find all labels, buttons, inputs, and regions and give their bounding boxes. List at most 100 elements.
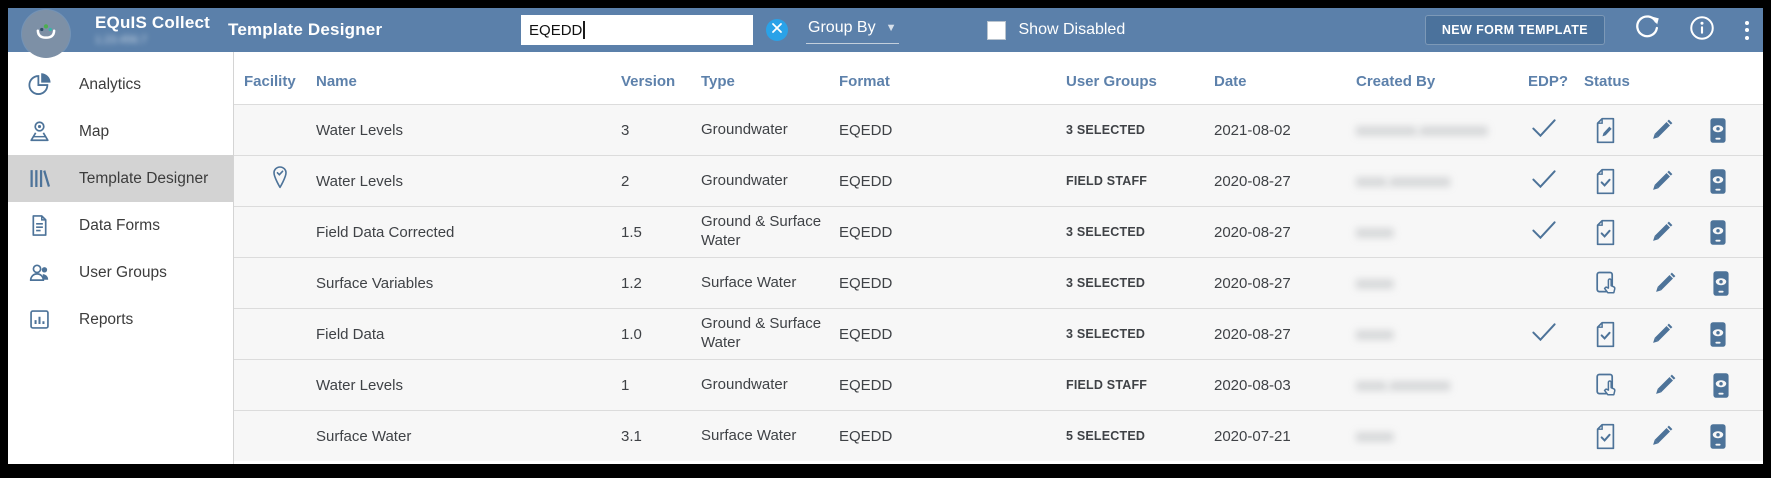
- table-row[interactable]: Water Levels 2 Groundwater EQEDD FIELD S…: [234, 155, 1763, 206]
- device-preview-icon[interactable]: [1704, 319, 1732, 350]
- edit-pencil-icon[interactable]: [1646, 217, 1677, 248]
- edit-pencil-icon[interactable]: [1646, 421, 1677, 452]
- tablet-touch-icon[interactable]: [1592, 370, 1622, 401]
- sidebar-item-label: Analytics: [79, 75, 142, 93]
- clear-search-button[interactable]: [766, 19, 789, 41]
- sidebar-item-label: Reports: [79, 310, 134, 328]
- document-edit-icon[interactable]: [1592, 115, 1619, 146]
- new-form-template-button[interactable]: NEW FORM TEMPLATE: [1424, 15, 1605, 45]
- device-preview-icon[interactable]: [1707, 268, 1735, 299]
- created-by-redacted: xxxx.xxxxxxxx: [1356, 172, 1451, 190]
- info-icon: [1687, 13, 1717, 48]
- table-row[interactable]: Surface Water 3.1 Surface Water EQEDD 5 …: [234, 410, 1763, 461]
- table-row[interactable]: Surface Variables 1.2 Surface Water EQED…: [234, 257, 1763, 308]
- device-preview-icon[interactable]: [1704, 115, 1732, 146]
- document-check-icon[interactable]: [1592, 421, 1619, 452]
- template-format: EQEDD: [839, 172, 893, 190]
- user-groups-value: 3 SELECTED: [1066, 123, 1146, 137]
- table-body: Water Levels 3 Groundwater EQEDD 3 SELEC…: [234, 104, 1763, 461]
- template-version: 1: [621, 376, 630, 394]
- circle-x-icon: [771, 21, 783, 39]
- column-header-name[interactable]: Name: [316, 72, 357, 90]
- template-version: 3.1: [621, 427, 642, 445]
- user-groups-value: 3 SELECTED: [1066, 225, 1146, 239]
- created-by-redacted: xxxxx: [1356, 427, 1394, 445]
- sidebar-item-label: Map: [79, 122, 110, 140]
- created-by-redacted: xxxxx: [1356, 223, 1394, 241]
- sidebar-item-user-groups[interactable]: User Groups: [8, 249, 233, 296]
- document-check-icon[interactable]: [1592, 217, 1619, 248]
- map-pin-icon: [26, 118, 53, 145]
- edit-pencil-icon[interactable]: [1646, 166, 1677, 197]
- template-version: 1.2: [621, 274, 642, 292]
- group-by-dropdown[interactable]: Group By ▼: [806, 16, 899, 44]
- device-preview-icon[interactable]: [1704, 421, 1732, 452]
- template-type: Surface Water: [701, 273, 797, 291]
- page-title: Template Designer: [228, 20, 383, 39]
- device-preview-icon[interactable]: [1707, 370, 1735, 401]
- created-by-redacted: xxxxxxxx.xxxxxxxxx: [1356, 121, 1488, 139]
- info-button[interactable]: [1687, 13, 1717, 48]
- edp-check-icon: [1528, 115, 1560, 145]
- template-version: 3: [621, 121, 630, 139]
- edp-check-icon: [1528, 319, 1560, 349]
- template-format: EQEDD: [839, 121, 893, 139]
- created-by-redacted: xxxx.xxxxxxxx: [1356, 376, 1451, 394]
- column-header-facility[interactable]: Facility: [244, 72, 296, 90]
- sidebar-item-reports[interactable]: Reports: [8, 296, 233, 343]
- template-date: 2020-08-03: [1214, 376, 1291, 394]
- equis-collect-logo[interactable]: [22, 10, 70, 58]
- sidebar-item-label: Data Forms: [79, 216, 160, 234]
- edit-pencil-icon[interactable]: [1649, 370, 1680, 401]
- tablet-touch-icon[interactable]: [1592, 268, 1622, 299]
- sidebar-item-map[interactable]: Map: [8, 108, 233, 155]
- table-row[interactable]: Field Data Corrected 1.5 Ground & Surfac…: [234, 206, 1763, 257]
- refresh-button[interactable]: [1631, 12, 1663, 49]
- equis-collect-app: EQuIS Collect 1.23.456.7 Template Design…: [8, 8, 1763, 464]
- table-header-row: Facility Name Version Type Format User G…: [234, 52, 1763, 104]
- pie-chart-icon: [26, 71, 53, 98]
- sidebar-item-analytics[interactable]: Analytics: [8, 61, 233, 108]
- sidebar-item-template-designer[interactable]: Template Designer: [8, 155, 233, 202]
- search-input-value: EQEDD: [529, 21, 583, 39]
- device-preview-icon[interactable]: [1704, 166, 1732, 197]
- document-check-icon[interactable]: [1592, 319, 1619, 350]
- column-header-type[interactable]: Type: [701, 72, 735, 90]
- template-version: 1.0: [621, 325, 642, 343]
- edit-pencil-icon[interactable]: [1649, 268, 1680, 299]
- user-groups-value: FIELD STAFF: [1066, 378, 1148, 392]
- template-version: 2: [621, 172, 630, 190]
- column-header-status[interactable]: Status: [1584, 72, 1630, 90]
- template-version: 1.5: [621, 223, 642, 241]
- created-by-redacted: xxxxx: [1356, 274, 1394, 292]
- template-date: 2020-08-27: [1214, 223, 1291, 241]
- group-by-label: Group By: [808, 19, 876, 36]
- template-format: EQEDD: [839, 325, 893, 343]
- text-cursor: [583, 21, 585, 39]
- brand-block: EQuIS Collect 1.23.456.7: [95, 12, 211, 47]
- device-preview-icon[interactable]: [1704, 217, 1732, 248]
- column-header-created-by[interactable]: Created By: [1356, 72, 1436, 90]
- column-header-format[interactable]: Format: [839, 72, 890, 90]
- edit-pencil-icon[interactable]: [1646, 115, 1677, 146]
- column-header-date[interactable]: Date: [1214, 72, 1247, 90]
- chevron-down-icon: ▼: [885, 22, 897, 34]
- people-icon: [26, 259, 53, 286]
- sidebar-item-label: Template Designer: [79, 169, 209, 187]
- table-row[interactable]: Field Data 1.0 Ground & Surface Water EQ…: [234, 308, 1763, 359]
- edit-pencil-icon[interactable]: [1646, 319, 1677, 350]
- kebab-menu-icon[interactable]: [1745, 20, 1749, 40]
- search-input[interactable]: EQEDD: [521, 15, 754, 45]
- document-check-icon[interactable]: [1592, 166, 1619, 197]
- template-type: Groundwater: [701, 375, 788, 393]
- app-title: EQuIS Collect: [95, 12, 211, 32]
- sidebar-item-data-forms[interactable]: Data Forms: [8, 202, 233, 249]
- template-type: Groundwater: [701, 171, 788, 189]
- table-row[interactable]: Water Levels 1 Groundwater EQEDD FIELD S…: [234, 359, 1763, 410]
- column-header-version[interactable]: Version: [621, 72, 676, 90]
- table-row[interactable]: Water Levels 3 Groundwater EQEDD 3 SELEC…: [234, 104, 1763, 155]
- template-name: Water Levels: [316, 376, 403, 394]
- column-header-edp[interactable]: EDP?: [1528, 72, 1569, 90]
- show-disabled-checkbox[interactable]: [986, 20, 1006, 40]
- column-header-user-groups[interactable]: User Groups: [1066, 72, 1157, 90]
